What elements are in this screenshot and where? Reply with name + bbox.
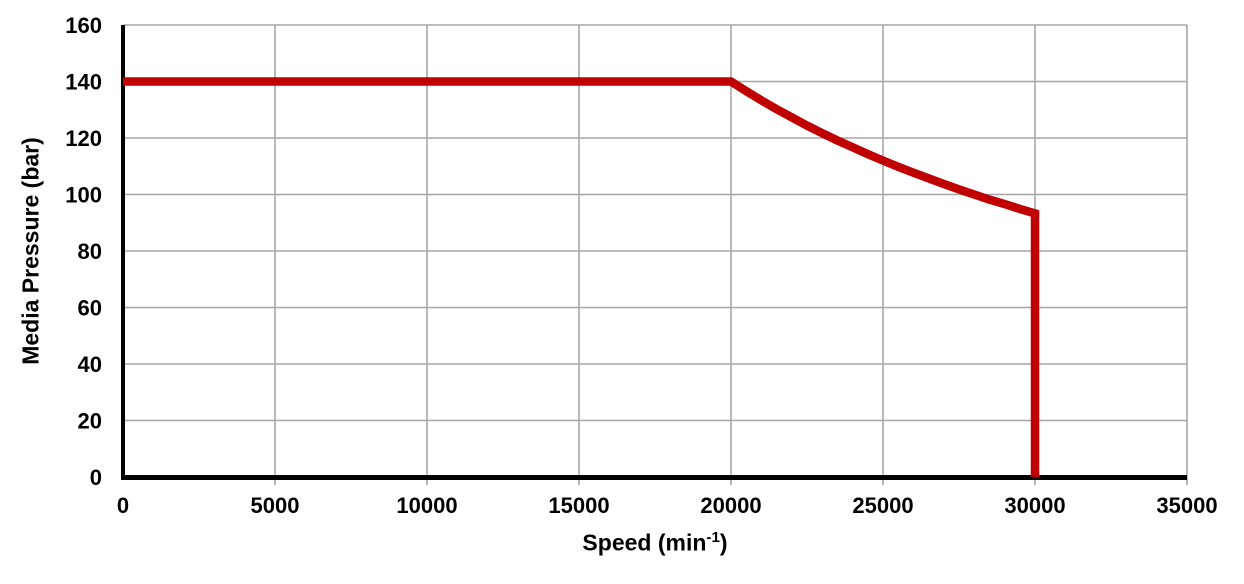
y-tick-label: 40 bbox=[78, 352, 102, 377]
x-tick-label: 25000 bbox=[852, 493, 913, 518]
x-tick-label: 20000 bbox=[700, 493, 761, 518]
x-tick-label: 0 bbox=[117, 493, 129, 518]
x-axis-title: Speed (min-1) bbox=[582, 528, 728, 556]
y-tick-label: 160 bbox=[65, 13, 102, 38]
x-axis-title-close-paren: ) bbox=[719, 529, 728, 556]
x-tick-label: 5000 bbox=[251, 493, 300, 518]
y-tick-label: 100 bbox=[65, 182, 102, 207]
x-tick-label: 35000 bbox=[1156, 493, 1217, 518]
x-tick-label: 30000 bbox=[1004, 493, 1065, 518]
y-axis-title: Media Pressure (bar) bbox=[17, 137, 44, 365]
x-axis-title-superscript: -1 bbox=[706, 528, 720, 546]
x-tick-label: 15000 bbox=[548, 493, 609, 518]
y-tick-label: 60 bbox=[78, 295, 102, 320]
pressure-limit-curve bbox=[123, 77, 1040, 477]
y-tick-label: 140 bbox=[65, 69, 102, 94]
y-tick-label: 120 bbox=[65, 126, 102, 151]
x-axis-title-text: Speed (min bbox=[582, 529, 707, 556]
y-tick-label: 0 bbox=[90, 465, 102, 490]
y-tick-label: 20 bbox=[78, 408, 102, 433]
y-tick-label: 80 bbox=[78, 239, 102, 264]
x-tick-label: 10000 bbox=[396, 493, 457, 518]
